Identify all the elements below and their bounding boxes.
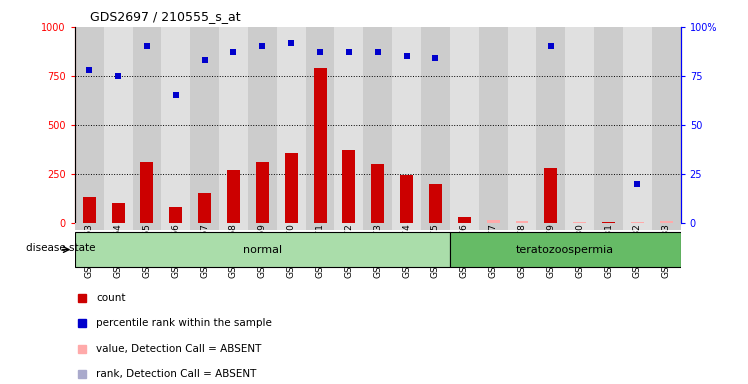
Bar xyxy=(190,27,219,223)
Text: GSM158463: GSM158463 xyxy=(85,223,94,278)
Bar xyxy=(343,150,355,223)
Bar xyxy=(306,27,334,223)
Text: rank, Detection Call = ABSENT: rank, Detection Call = ABSENT xyxy=(96,369,257,379)
Text: GSM158470: GSM158470 xyxy=(286,223,295,278)
Bar xyxy=(652,27,681,223)
Text: GSM158483: GSM158483 xyxy=(662,223,671,278)
Bar xyxy=(219,27,248,223)
Bar xyxy=(313,68,327,223)
Bar xyxy=(75,27,104,223)
Text: percentile rank within the sample: percentile rank within the sample xyxy=(96,318,272,328)
Text: GSM158482: GSM158482 xyxy=(633,223,642,278)
Bar xyxy=(623,223,652,230)
Text: GSM158465: GSM158465 xyxy=(142,223,151,278)
Bar xyxy=(392,223,421,230)
Bar xyxy=(652,223,681,230)
Bar xyxy=(248,223,277,230)
Text: GSM158476: GSM158476 xyxy=(460,223,469,278)
Bar xyxy=(536,27,565,223)
Bar xyxy=(104,27,132,223)
Bar xyxy=(508,27,536,223)
Text: GSM158479: GSM158479 xyxy=(546,223,555,278)
Bar xyxy=(573,222,586,223)
Text: GSM158467: GSM158467 xyxy=(200,223,209,278)
Bar xyxy=(83,197,96,223)
Bar xyxy=(487,220,500,223)
Text: GSM158475: GSM158475 xyxy=(431,223,440,278)
Bar xyxy=(450,27,479,223)
Text: GSM158478: GSM158478 xyxy=(518,223,527,278)
Bar xyxy=(306,223,334,230)
Text: GSM158472: GSM158472 xyxy=(344,223,353,278)
Bar xyxy=(392,27,421,223)
Bar xyxy=(219,223,248,230)
Bar xyxy=(132,27,162,223)
Text: teratozoospermia: teratozoospermia xyxy=(516,245,614,255)
Text: GDS2697 / 210555_s_at: GDS2697 / 210555_s_at xyxy=(90,10,240,23)
Bar xyxy=(421,223,450,230)
Text: GSM158473: GSM158473 xyxy=(373,223,382,278)
Bar xyxy=(141,162,153,223)
Bar xyxy=(162,223,190,230)
Bar xyxy=(277,27,306,223)
Bar xyxy=(190,223,219,230)
Bar xyxy=(285,153,298,223)
Bar xyxy=(132,223,162,230)
Text: count: count xyxy=(96,293,126,303)
Bar xyxy=(75,232,450,267)
Bar xyxy=(660,221,672,223)
Bar xyxy=(594,223,623,230)
Bar xyxy=(364,27,392,223)
Bar xyxy=(334,27,364,223)
Text: value, Detection Call = ABSENT: value, Detection Call = ABSENT xyxy=(96,344,261,354)
Bar xyxy=(479,223,508,230)
Bar xyxy=(545,168,557,223)
Text: disease state: disease state xyxy=(26,243,96,253)
Bar xyxy=(277,223,306,230)
Text: GSM158474: GSM158474 xyxy=(402,223,411,278)
Bar xyxy=(198,194,211,223)
Text: GSM158477: GSM158477 xyxy=(488,223,497,278)
Bar xyxy=(594,27,623,223)
Bar xyxy=(515,221,529,223)
Bar xyxy=(364,223,392,230)
Text: GSM158464: GSM158464 xyxy=(114,223,123,278)
Bar xyxy=(169,207,183,223)
Bar xyxy=(334,223,364,230)
Bar xyxy=(623,27,652,223)
Bar xyxy=(400,175,413,223)
Bar xyxy=(508,223,536,230)
Text: GSM158480: GSM158480 xyxy=(575,223,584,278)
Bar xyxy=(421,27,450,223)
Bar xyxy=(536,223,565,230)
Bar xyxy=(248,27,277,223)
Bar xyxy=(458,217,470,223)
Bar xyxy=(450,232,681,267)
Bar xyxy=(75,223,104,230)
Bar xyxy=(227,170,240,223)
Bar xyxy=(631,222,644,223)
Bar xyxy=(104,223,132,230)
Bar xyxy=(450,223,479,230)
Bar xyxy=(162,27,190,223)
Text: GSM158466: GSM158466 xyxy=(171,223,180,278)
Text: GSM158471: GSM158471 xyxy=(316,223,325,278)
Bar xyxy=(429,184,442,223)
Text: normal: normal xyxy=(243,245,282,255)
Bar xyxy=(565,223,594,230)
Bar xyxy=(371,164,384,223)
Text: GSM158481: GSM158481 xyxy=(604,223,613,278)
Bar xyxy=(256,162,269,223)
Bar xyxy=(602,222,615,223)
Bar xyxy=(565,27,594,223)
Text: GSM158468: GSM158468 xyxy=(229,223,238,278)
Text: GSM158469: GSM158469 xyxy=(258,223,267,278)
Bar xyxy=(479,27,508,223)
Bar xyxy=(111,203,125,223)
